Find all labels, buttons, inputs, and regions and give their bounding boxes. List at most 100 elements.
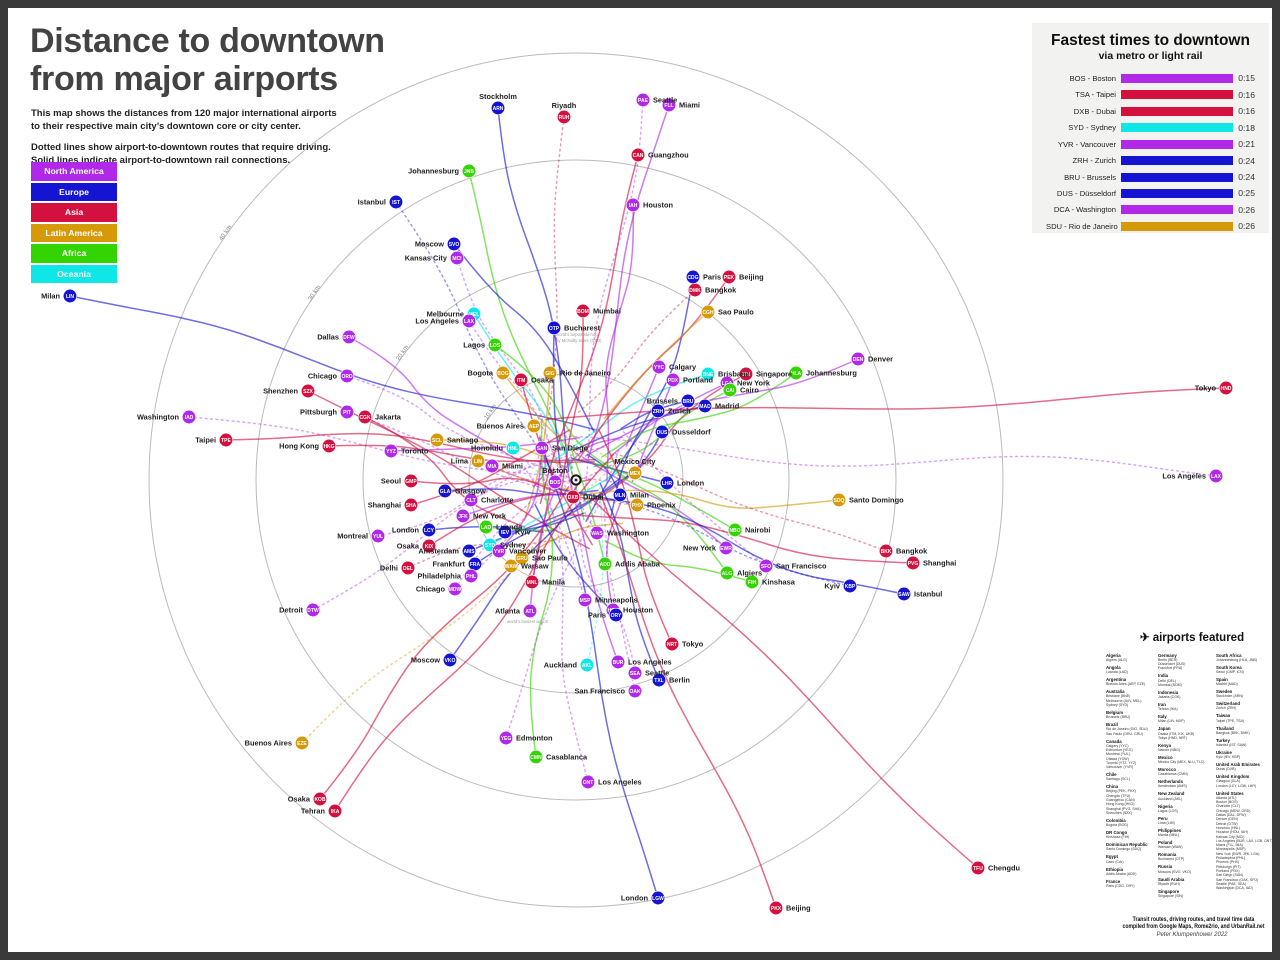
- svg-text:YUL: YUL: [373, 534, 383, 540]
- svg-text:MLN: MLN: [615, 493, 626, 499]
- svg-text:PHX: PHX: [632, 503, 643, 509]
- svg-text:DMK: DMK: [689, 288, 701, 294]
- svg-text:Addis Ababa: Addis Ababa: [615, 559, 661, 568]
- svg-text:IAH: IAH: [629, 203, 638, 209]
- svg-text:Singapore: Singapore: [756, 369, 792, 378]
- svg-text:Shenzhen: Shenzhen: [263, 386, 298, 395]
- svg-text:Algiers: Algiers: [737, 568, 762, 577]
- svg-text:Zurich: Zurich: [668, 406, 691, 415]
- svg-text:Istanbul: Istanbul: [914, 589, 942, 598]
- svg-text:Kansas City: Kansas City: [405, 253, 448, 262]
- svg-text:Hong Kong: Hong Kong: [279, 441, 319, 450]
- svg-text:Beijing: Beijing: [739, 272, 764, 281]
- svg-text:Brussels: Brussels: [647, 396, 678, 405]
- svg-text:Detroit: Detroit: [279, 605, 303, 614]
- svg-text:ORY: ORY: [611, 613, 622, 619]
- svg-text:SFO: SFO: [761, 564, 771, 570]
- svg-text:EZE: EZE: [297, 741, 307, 747]
- svg-text:Shanghai: Shanghai: [368, 500, 401, 509]
- svg-text:CAN: CAN: [633, 153, 644, 159]
- svg-text:Miami: Miami: [502, 461, 523, 470]
- svg-text:Nairobi: Nairobi: [745, 525, 770, 534]
- svg-text:London: London: [621, 893, 649, 902]
- svg-text:Osaka: Osaka: [397, 541, 420, 550]
- svg-text:IST: IST: [392, 200, 400, 206]
- svg-text:EWR: EWR: [720, 546, 732, 552]
- svg-text:Luanda: Luanda: [496, 522, 523, 531]
- svg-text:San Francisco: San Francisco: [574, 686, 625, 695]
- svg-text:ARN: ARN: [493, 106, 504, 112]
- svg-text:Portland: Portland: [683, 375, 713, 384]
- svg-text:FRA: FRA: [470, 562, 481, 568]
- svg-text:LAX: LAX: [1211, 474, 1222, 480]
- svg-text:BOM: BOM: [577, 309, 589, 315]
- svg-text:RUH: RUH: [559, 115, 570, 121]
- svg-text:Paris: Paris: [703, 272, 721, 281]
- svg-text:Stockholm: Stockholm: [479, 92, 517, 101]
- svg-text:Paris: Paris: [588, 610, 606, 619]
- svg-text:OAK: OAK: [629, 689, 641, 695]
- svg-text:Sao Paulo: Sao Paulo: [718, 307, 754, 316]
- svg-text:Boston: Boston: [542, 466, 568, 475]
- svg-text:Milan: Milan: [630, 490, 649, 499]
- svg-text:Sao Paulo: Sao Paulo: [532, 553, 568, 562]
- svg-text:Buenos Aires: Buenos Aires: [477, 421, 524, 430]
- svg-text:PKX: PKX: [771, 906, 782, 912]
- svg-text:NRT: NRT: [667, 642, 677, 648]
- svg-text:Delhi: Delhi: [380, 563, 398, 572]
- svg-text:CGH: CGH: [702, 310, 714, 316]
- svg-text:London: London: [677, 478, 705, 487]
- svg-text:DTW: DTW: [307, 608, 319, 614]
- svg-text:YVR: YVR: [494, 549, 505, 555]
- svg-text:DEL: DEL: [403, 566, 413, 572]
- svg-text:Dusseldorf: Dusseldorf: [672, 427, 711, 436]
- svg-text:SEA: SEA: [630, 671, 641, 677]
- svg-text:Brisbane: Brisbane: [718, 369, 750, 378]
- svg-text:TXL: TXL: [654, 678, 663, 684]
- svg-text:Cairo: Cairo: [740, 385, 759, 394]
- svg-text:IAD: IAD: [185, 415, 194, 421]
- svg-text:Los Angeles: Los Angeles: [415, 316, 459, 325]
- svg-text:SDQ: SDQ: [834, 498, 845, 504]
- svg-text:SAN: SAN: [537, 446, 548, 452]
- svg-text:FIH: FIH: [748, 580, 756, 586]
- svg-text:Madrid: Madrid: [715, 401, 740, 410]
- svg-text:Berlin: Berlin: [669, 675, 690, 684]
- svg-text:Mexico City: Mexico City: [614, 457, 656, 466]
- svg-text:PDX: PDX: [668, 378, 679, 384]
- svg-text:San Diego: San Diego: [552, 443, 589, 452]
- svg-text:AMS: AMS: [463, 549, 475, 555]
- svg-text:GMP: GMP: [405, 479, 417, 485]
- svg-text:SCL: SCL: [432, 438, 442, 444]
- svg-text:Miami: Miami: [679, 100, 700, 109]
- svg-text:MIA: MIA: [487, 464, 497, 470]
- svg-text:Tehran: Tehran: [301, 806, 326, 815]
- svg-text:YEG: YEG: [501, 736, 512, 742]
- svg-text:Seattle: Seattle: [645, 668, 669, 677]
- svg-text:HKG: HKG: [323, 444, 334, 450]
- svg-text:Frankfurt: Frankfurt: [433, 559, 466, 568]
- svg-text:ALG: ALG: [722, 571, 733, 577]
- svg-text:Washington: Washington: [607, 528, 649, 537]
- svg-text:Pittsburgh: Pittsburgh: [300, 407, 337, 416]
- svg-text:Rio de Janeiro: Rio de Janeiro: [560, 368, 611, 377]
- svg-text:New York: New York: [683, 543, 717, 552]
- svg-text:Los Angeles: Los Angeles: [628, 657, 672, 666]
- svg-text:CMN: CMN: [530, 755, 542, 761]
- svg-text:Phoenix: Phoenix: [647, 500, 677, 509]
- svg-text:YYC: YYC: [654, 365, 665, 371]
- svg-text:BOG: BOG: [497, 371, 509, 377]
- svg-text:SAW: SAW: [898, 592, 910, 598]
- svg-text:Charlotte: Charlotte: [481, 495, 513, 504]
- svg-text:Chicago: Chicago: [308, 371, 338, 380]
- svg-text:BKK: BKK: [881, 549, 892, 555]
- svg-text:Los Angeles: Los Angeles: [1162, 471, 1206, 480]
- svg-text:Montreal: Montreal: [337, 531, 368, 540]
- svg-text:Bangkok: Bangkok: [705, 285, 737, 294]
- svg-text:JNB: JNB: [464, 169, 474, 175]
- svg-text:MDW: MDW: [449, 587, 462, 593]
- svg-text:OTP: OTP: [549, 326, 560, 332]
- svg-text:SVO: SVO: [449, 242, 460, 248]
- svg-text:DEN: DEN: [853, 357, 864, 363]
- svg-text:ORD: ORD: [341, 374, 353, 380]
